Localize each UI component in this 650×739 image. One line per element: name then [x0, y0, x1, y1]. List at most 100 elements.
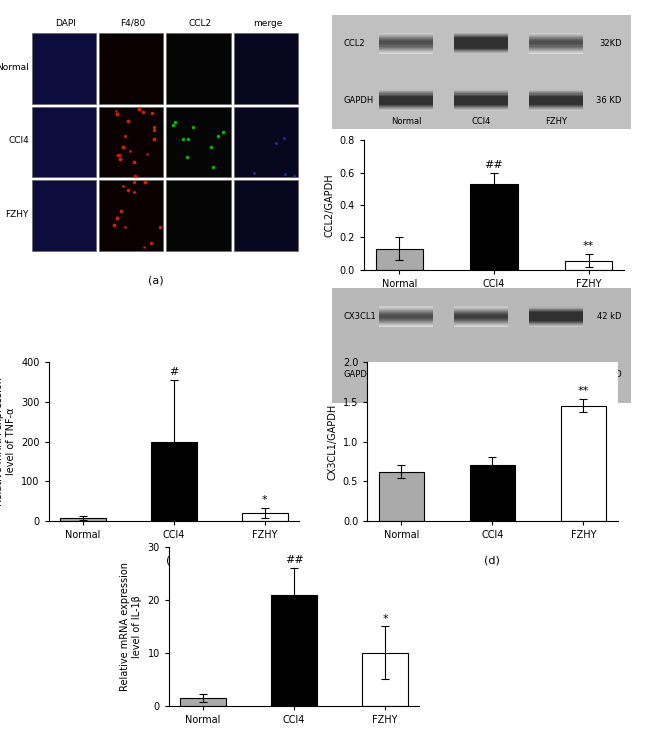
Bar [380, 371, 433, 372]
Bar [529, 320, 582, 321]
Bar [454, 40, 508, 41]
Text: CCl4: CCl4 [471, 390, 491, 399]
Text: 36 kD: 36 kD [597, 370, 621, 378]
Bar [529, 36, 582, 37]
Bar [166, 180, 231, 251]
Bar [529, 40, 582, 41]
Bar [380, 373, 433, 374]
Bar [380, 92, 433, 93]
Bar [529, 367, 582, 368]
Bar [454, 92, 508, 93]
Bar [380, 41, 433, 42]
Bar [529, 42, 582, 44]
Bar [181, 698, 226, 706]
Bar [529, 90, 582, 92]
Bar [529, 109, 582, 110]
Bar [454, 316, 508, 317]
Bar [380, 109, 433, 110]
Bar [454, 50, 508, 52]
Bar [454, 90, 508, 92]
Bar [529, 313, 582, 315]
Bar [454, 109, 508, 110]
Bar [380, 39, 433, 41]
Bar [529, 52, 582, 54]
Bar [380, 95, 433, 97]
Bar [454, 109, 508, 111]
Bar [529, 321, 582, 323]
Bar [454, 106, 508, 108]
Bar [560, 406, 606, 521]
Bar [454, 370, 508, 371]
Bar [454, 373, 508, 374]
Bar [166, 33, 231, 104]
Bar [272, 594, 317, 706]
Bar [380, 96, 433, 98]
Bar [380, 315, 433, 316]
Bar [380, 98, 433, 100]
Bar [529, 370, 582, 371]
Bar [380, 40, 433, 41]
Text: CCl4: CCl4 [471, 117, 491, 126]
Bar [454, 108, 508, 109]
Text: **: ** [578, 386, 589, 396]
Bar [529, 109, 582, 111]
Bar [529, 106, 582, 107]
Bar [380, 93, 433, 95]
Bar [454, 375, 508, 376]
Bar [380, 383, 433, 384]
Bar [380, 316, 433, 317]
Bar [529, 368, 582, 369]
Bar [454, 371, 508, 372]
Bar [380, 106, 433, 107]
Bar [380, 381, 433, 382]
Bar [380, 378, 433, 379]
Bar [380, 319, 433, 320]
Bar [454, 38, 508, 39]
Bar [529, 366, 582, 367]
Bar [380, 42, 433, 44]
Bar [454, 366, 508, 367]
Y-axis label: Relative mRNA expression
level of IL-1β: Relative mRNA expression level of IL-1β [120, 562, 142, 691]
Bar [380, 103, 433, 105]
Bar [454, 310, 508, 312]
Text: 42 kD: 42 kD [597, 313, 621, 321]
Bar [529, 318, 582, 319]
Bar [99, 33, 164, 104]
Bar [380, 368, 433, 369]
Bar [454, 318, 508, 319]
Bar [454, 374, 508, 375]
Bar [529, 324, 582, 325]
Bar [529, 376, 582, 377]
Bar [529, 35, 582, 36]
Bar [380, 310, 433, 312]
Bar [380, 374, 433, 375]
Bar [454, 380, 508, 381]
Bar [380, 307, 433, 309]
Bar [454, 364, 508, 365]
Bar [454, 33, 508, 34]
Bar [363, 653, 408, 706]
Bar [529, 103, 582, 105]
Bar [380, 370, 433, 371]
Bar [454, 377, 508, 378]
Text: 32KD: 32KD [599, 39, 621, 48]
Bar [529, 316, 582, 318]
Bar [529, 96, 582, 98]
Text: FZHY: FZHY [545, 390, 567, 399]
Bar [454, 308, 508, 310]
Bar [454, 37, 508, 38]
Bar [454, 43, 508, 44]
Bar [454, 376, 508, 377]
Bar [565, 261, 612, 270]
Bar [380, 36, 433, 37]
Bar [529, 379, 582, 381]
Bar [529, 380, 582, 381]
Bar [454, 105, 508, 106]
Bar [529, 382, 582, 384]
Text: **: ** [583, 242, 594, 251]
Bar [529, 37, 582, 38]
Bar [454, 93, 508, 95]
Bar [380, 325, 433, 326]
Bar [454, 39, 508, 41]
Bar [454, 313, 508, 315]
